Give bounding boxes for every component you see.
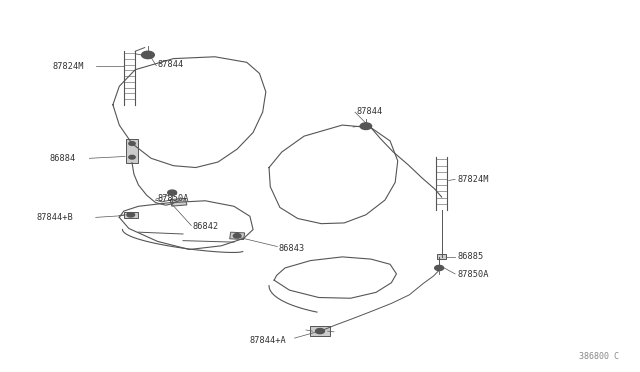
Text: 86842: 86842 [193,222,219,231]
Circle shape [316,328,324,334]
Text: 86884: 86884 [49,154,76,163]
Text: 87824M: 87824M [457,175,488,184]
Circle shape [129,142,135,145]
Circle shape [127,212,134,217]
Text: 87850A: 87850A [457,270,488,279]
Text: 87844+B: 87844+B [36,213,73,222]
Bar [230,232,244,240]
Text: 87844+A: 87844+A [250,336,287,345]
Circle shape [129,155,135,159]
Text: 87824M: 87824M [52,61,84,71]
Text: 87844: 87844 [357,107,383,116]
Bar [125,138,138,163]
Circle shape [168,190,177,195]
Bar [437,254,446,260]
Circle shape [360,123,372,129]
Bar [310,326,330,336]
Circle shape [435,265,444,270]
Bar [170,198,187,206]
Text: 86843: 86843 [278,244,305,253]
Circle shape [234,234,241,238]
Text: 87850A: 87850A [157,195,189,203]
Text: 386800 C: 386800 C [579,352,620,361]
Text: 87844: 87844 [157,60,184,70]
Bar [124,212,138,218]
Text: 86885: 86885 [457,252,483,262]
Circle shape [141,51,154,59]
